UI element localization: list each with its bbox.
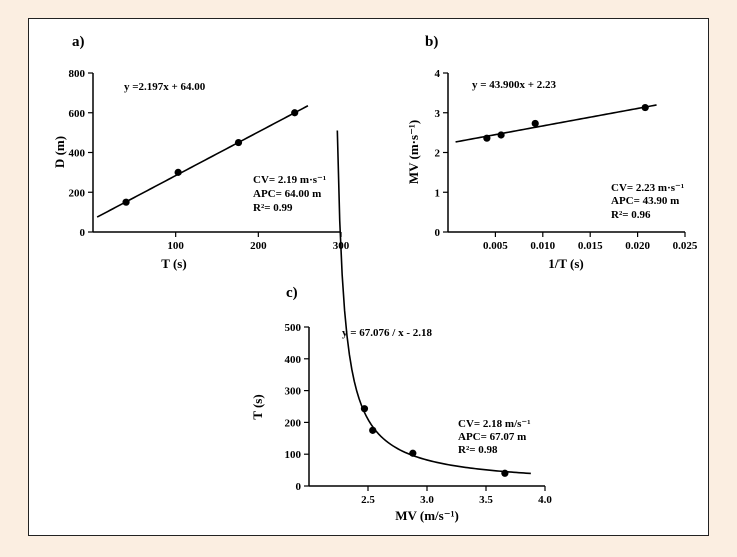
panel-a-y-tick-label: 800 <box>69 68 86 80</box>
panel-c-y-title: T (s) <box>250 394 265 419</box>
panel-c-x-tick-label: 3.0 <box>420 494 434 506</box>
panel-c-data-point <box>501 469 509 477</box>
panel-c-y-tick-label: 500 <box>285 322 302 334</box>
panel-b-stat-apc: APC= 43.90 m <box>611 195 679 207</box>
panel-c: c) 2.5 3.0 3.5 4.0 0 100 200 300 400 500 MV (m/s⁻… <box>250 130 553 523</box>
panel-c-stat-r2: R²= 0.98 <box>458 444 498 456</box>
panel-c-label: c) <box>286 285 298 301</box>
panel-b-y-tick-label: 2 <box>435 148 441 160</box>
panel-b-data-point <box>497 131 505 139</box>
panel-c-stat-apc: APC= 67.07 m <box>458 431 526 443</box>
panel-a-data-point <box>122 198 130 206</box>
panel-c-data-point <box>360 405 369 413</box>
panel-c-data-point <box>369 426 377 434</box>
panel-c-stat-cv: CV= 2.18 m/s⁻¹ <box>458 418 531 430</box>
panel-a-data-point <box>174 168 182 176</box>
panel-c-y-tick-label: 0 <box>296 481 302 493</box>
panel-b-y-tick-label: 4 <box>435 68 441 80</box>
panel-c-y-tick-label: 300 <box>285 386 302 398</box>
panel-b-x-tick-label: 0.005 <box>483 240 508 252</box>
panel-c-fit-line <box>336 130 531 475</box>
panel-c-x-title: MV (m/s⁻¹) <box>395 508 459 523</box>
panel-a-y-tick-label: 600 <box>69 108 86 120</box>
panel-b-data-point <box>641 103 649 112</box>
panel-a-x-title: T (s) <box>161 256 186 271</box>
panel-a-points <box>122 109 299 206</box>
panel-a-stat-r2: R²= 0.99 <box>253 202 293 214</box>
panel-a-y-tick-label: 200 <box>69 187 86 199</box>
panel-b-x-tick-label: 0.015 <box>578 240 603 252</box>
panel-b-ticks: 0.005 0.010 0.015 0.020 0.025 0 1 2 3 4 <box>435 68 698 252</box>
panel-b-stat-cv: CV= 2.23 m·s⁻¹ <box>611 182 684 194</box>
panel-a-data-point <box>291 109 299 117</box>
panel-b-label: b) <box>425 34 438 50</box>
panel-b-data-point <box>531 119 539 128</box>
panel-b-x-tick-label: 0.020 <box>625 240 650 252</box>
panel-b-x-tick-label: 0.010 <box>530 240 555 252</box>
panel-a-x-tick-label: 200 <box>250 240 267 252</box>
panel-a-x-tick-label: 100 <box>167 240 184 252</box>
panel-b-points <box>483 103 649 142</box>
panel-a-fit-line <box>96 105 309 218</box>
panel-b-data-point <box>483 134 491 142</box>
panel-a-y-title: D (m) <box>52 136 67 168</box>
panel-c-y-tick-label: 100 <box>285 449 302 461</box>
panel-a-data-point <box>234 138 243 147</box>
panel-c-equation: y = 67.076 / x - 2.18 <box>342 327 432 339</box>
figure-frame <box>28 18 709 536</box>
panel-a-stat-apc: APC= 64.00 m <box>253 188 321 200</box>
panel-a-equation: y =2.197x + 64.00 <box>124 81 206 93</box>
panel-b: b) 0.005 0.010 0.015 0.020 0.025 0 1 2 3 4 1/T (s… <box>406 34 698 271</box>
panel-a-label: a) <box>72 34 85 50</box>
panel-c-x-tick-label: 2.5 <box>361 494 375 506</box>
panel-c-ticks: 2.5 3.0 3.5 4.0 0 100 200 300 400 500 <box>285 322 553 506</box>
panel-c-y-tick-label: 200 <box>285 417 302 429</box>
panel-b-y-tick-label: 1 <box>435 187 441 199</box>
panel-b-stat-r2: R²= 0.96 <box>611 209 651 221</box>
panel-b-y-tick-label: 0 <box>435 227 441 239</box>
panel-c-x-tick-label: 4.0 <box>538 494 552 506</box>
panel-b-y-tick-label: 3 <box>435 108 441 120</box>
panel-c-y-tick-label: 400 <box>285 354 302 366</box>
panel-a-y-tick-label: 400 <box>69 148 86 160</box>
panel-c-data-point <box>409 449 417 457</box>
panel-c-x-tick-label: 3.5 <box>479 494 493 506</box>
panel-b-y-title: MV (m·s⁻¹) <box>406 120 421 184</box>
panel-b-equation: y = 43.900x + 2.23 <box>472 79 557 91</box>
panel-c-points <box>360 405 509 477</box>
panel-b-x-tick-label: 0.025 <box>673 240 698 252</box>
panel-a-y-tick-label: 0 <box>80 227 86 239</box>
panel-a-stat-cv: CV= 2.19 m·s⁻¹ <box>253 174 326 186</box>
panel-b-x-title: 1/T (s) <box>548 256 584 271</box>
